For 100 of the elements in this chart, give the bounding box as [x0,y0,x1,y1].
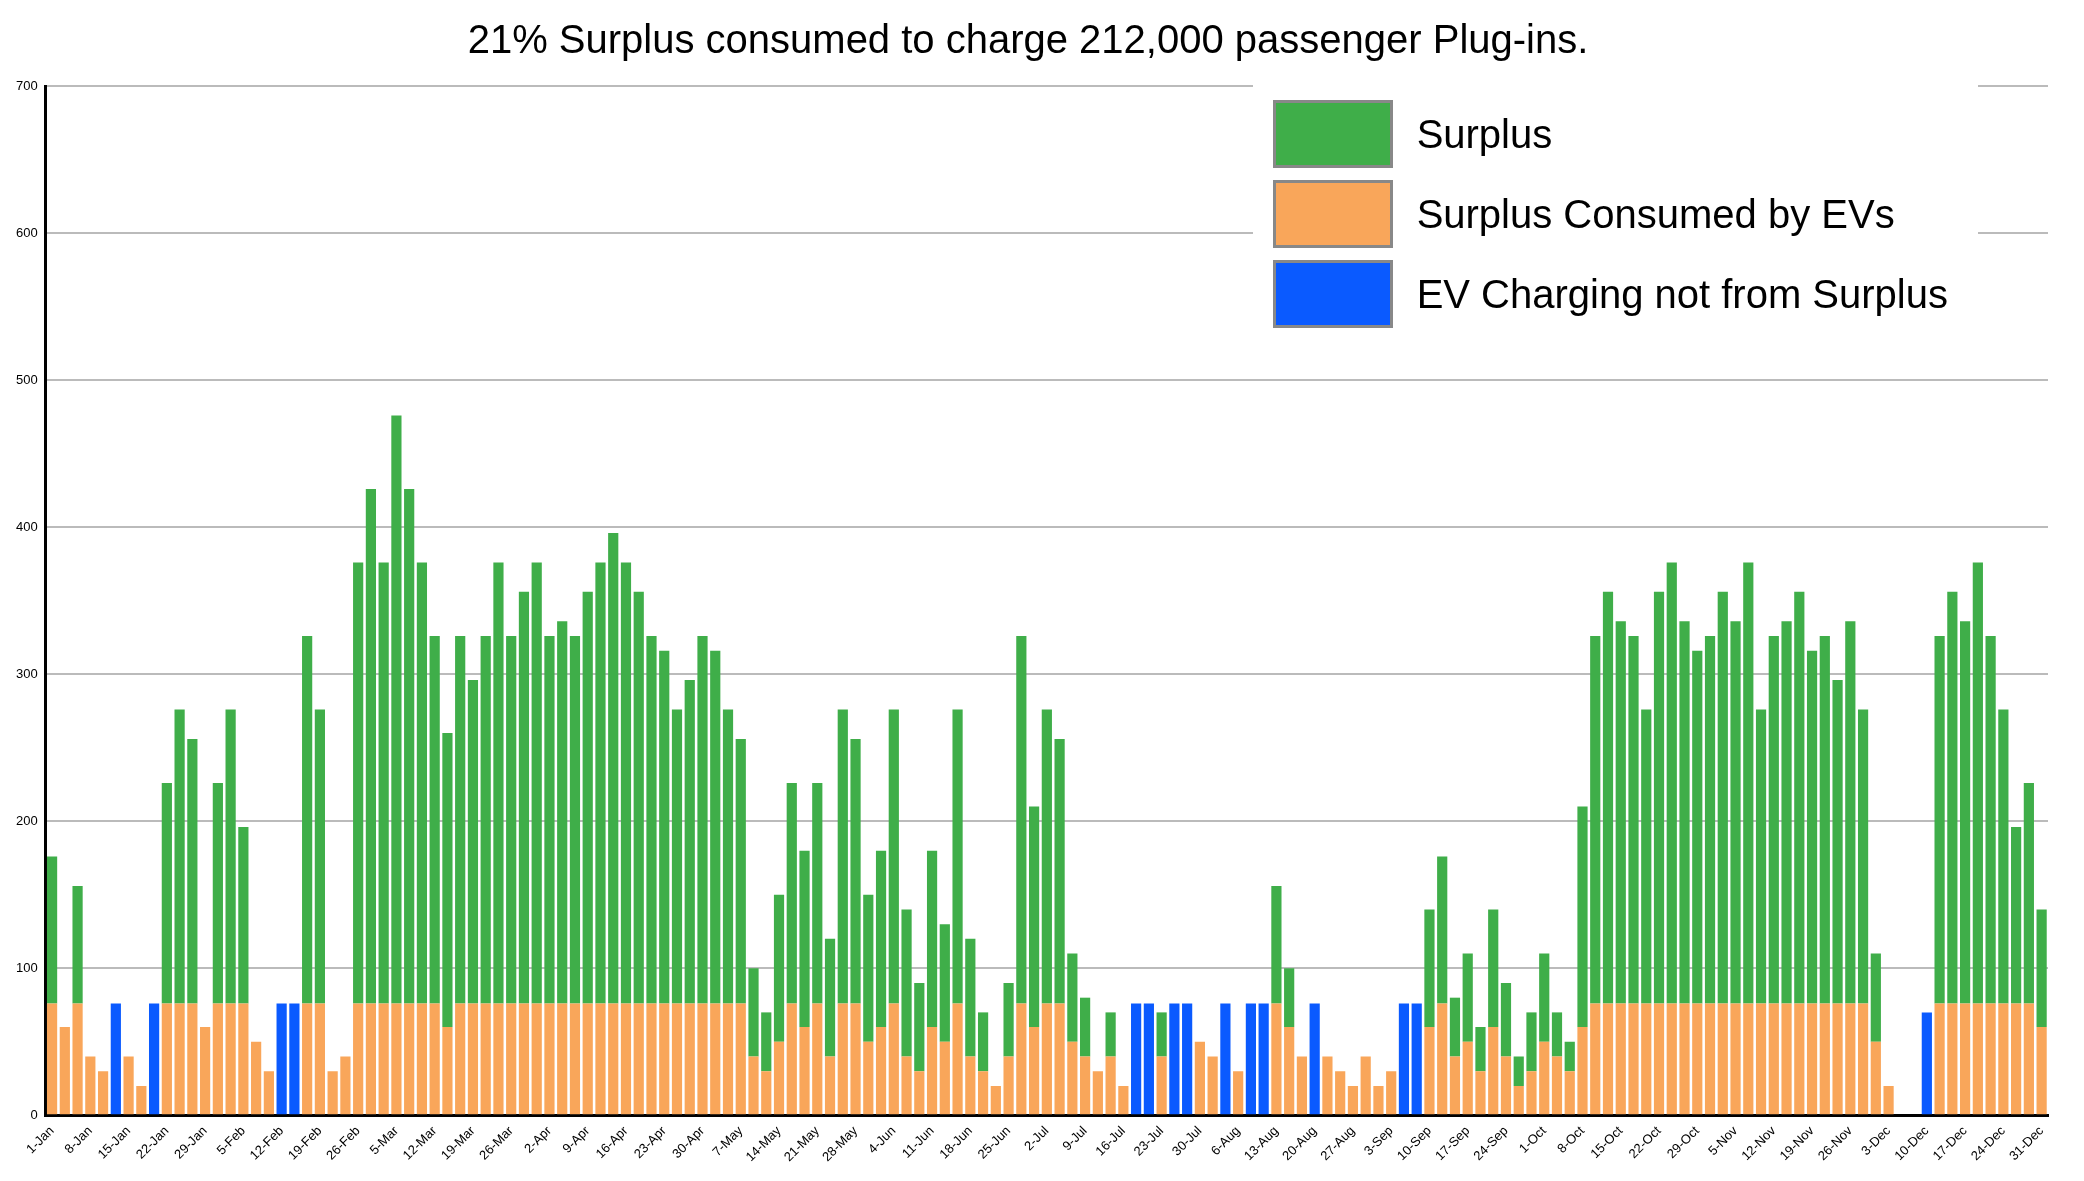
bar [914,1071,925,1115]
bar [1513,1056,1524,1086]
bar [289,1003,300,1115]
bar [1347,1085,1359,1115]
bar [212,1003,223,1115]
bar [1615,1003,1626,1115]
bar [926,1027,938,1115]
bar [59,1027,70,1115]
bar [1233,1071,1244,1115]
bar [340,1056,351,1115]
bar [850,738,861,1004]
legend-label: EV Charging not from Surplus [1416,271,1948,317]
bar [1258,1003,1269,1115]
bar [161,783,172,1004]
y-tick-label: 100 [15,959,38,975]
bar [620,1003,632,1115]
bar [939,924,950,1042]
bar [1666,562,1677,1004]
bar [1080,997,1091,1057]
bar [225,1003,236,1115]
bar [1449,997,1461,1057]
bar [467,1003,479,1115]
bar [659,1003,670,1115]
bar [659,650,670,1004]
bar [1539,1041,1550,1115]
bar [1041,709,1052,1004]
bar [72,1003,83,1115]
bar [824,1056,836,1115]
bar [531,562,542,1004]
bar [429,635,440,1004]
bar [1628,1003,1639,1115]
bar [1590,635,1601,1004]
bar [939,1041,950,1115]
bar [123,1056,134,1115]
bar [1067,953,1078,1042]
bar [200,1027,211,1115]
bar [1768,1003,1779,1115]
bar [1666,1003,1677,1115]
bar [952,1003,963,1115]
bar [1488,1027,1499,1115]
bar [671,1003,683,1115]
bar [1717,591,1728,1004]
bar [1475,1027,1486,1072]
bar [365,488,377,1004]
bar [1947,1003,1958,1115]
bar [353,1003,364,1115]
bar [697,1003,708,1115]
bar [378,1003,389,1115]
bar [1016,635,1027,1004]
bar [1284,1027,1295,1115]
bar [786,1003,797,1115]
bar [378,562,389,1004]
bar [990,1085,1001,1115]
bar [837,1003,848,1115]
bar [965,938,976,1057]
legend-label: Surplus Consumed by EVs [1416,191,1895,237]
bar [404,488,415,1004]
bar [480,635,491,1004]
bar [1424,909,1435,1028]
bar [416,562,428,1004]
bar [327,1071,338,1115]
bar [1539,953,1550,1042]
bar [1960,621,1971,1004]
bar [863,894,874,1042]
bar [2023,1003,2034,1115]
bar [1271,885,1282,1004]
bar [225,709,236,1004]
bar [1972,562,1983,1004]
bar [722,1003,734,1115]
bar [416,1003,428,1115]
bar [1449,1056,1461,1115]
bar [212,783,223,1004]
bar [251,1041,262,1115]
bar [1806,1003,1818,1115]
bar [1717,1003,1728,1115]
bar [569,635,581,1004]
bar [1182,1003,1193,1115]
bar [1602,591,1614,1004]
bar [404,1003,415,1115]
bar [97,1071,109,1115]
bar [1653,591,1665,1004]
bar [710,1003,721,1115]
bar [1794,1003,1805,1115]
bar [1080,1056,1091,1115]
y-tick-label: 600 [15,224,38,240]
bar [1679,621,1690,1004]
bar [1296,1056,1308,1115]
bar [773,894,785,1042]
bar [1641,709,1652,1004]
bar [2036,1027,2047,1115]
bar [1067,1041,1078,1115]
bar [1883,1085,1894,1115]
bar [429,1003,440,1115]
bar [569,1003,581,1115]
bar [174,1003,185,1115]
bar [875,850,887,1028]
bar [1386,1071,1397,1115]
bar [1054,738,1065,1004]
bar [1628,635,1639,1004]
bar [1577,1027,1588,1115]
